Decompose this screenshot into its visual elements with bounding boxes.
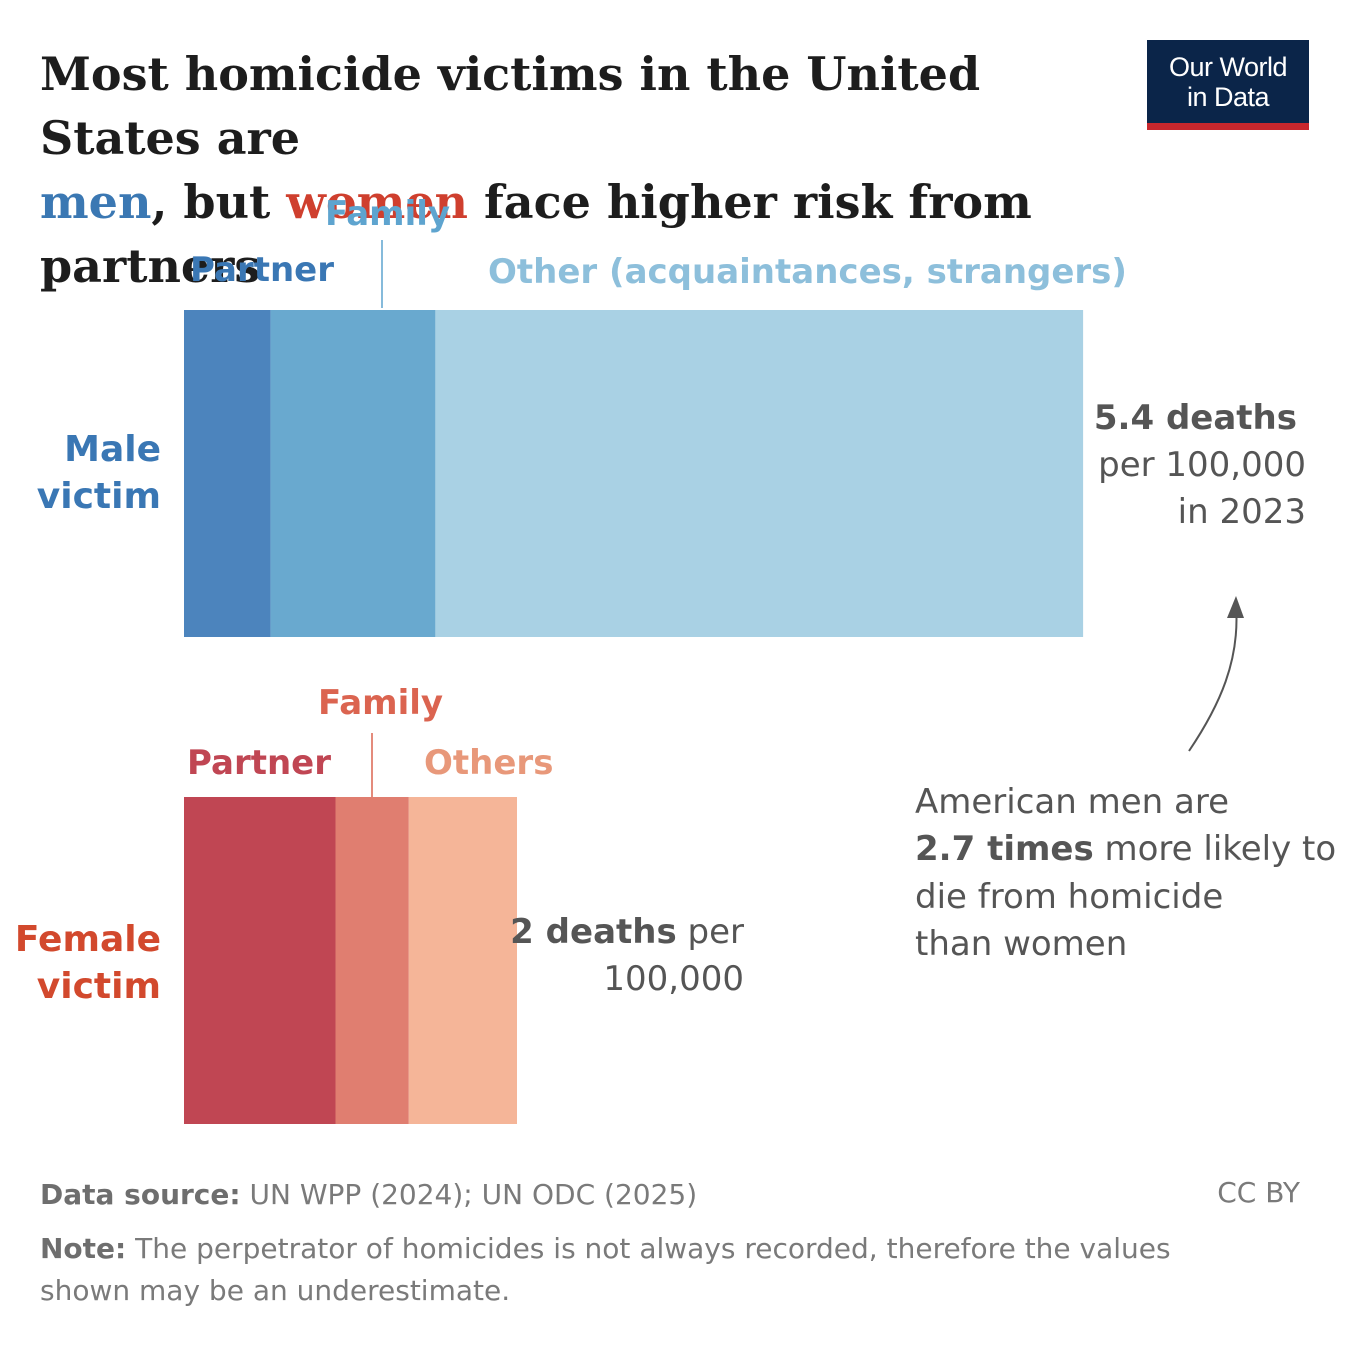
- male-victim-label-line-2: victim: [37, 476, 161, 517]
- annotation-line-4: than women: [915, 924, 1127, 964]
- annotation-arrowhead-icon: [1227, 596, 1244, 618]
- title-line-1: Most homicide victims in the United Stat…: [40, 47, 981, 165]
- male-bar-group: [184, 310, 1084, 637]
- logo-line-2: in Data: [1186, 81, 1270, 112]
- male-total-line-3: in 2023: [1178, 492, 1306, 532]
- annotation-line-3: die from homicide: [915, 877, 1223, 917]
- chart-title: Most homicide victims in the United Stat…: [40, 42, 1140, 298]
- male-family-label: Family: [325, 194, 450, 234]
- female-other-label: Others: [424, 743, 553, 783]
- title-end: face higher risk from partners: [40, 175, 1032, 293]
- data-source: Data source: UN WPP (2024); UN ODC (2025…: [40, 1174, 697, 1216]
- female-bar-segment-other[interactable]: [408, 797, 517, 1124]
- male-total-line-2: per 100,000: [1098, 445, 1306, 485]
- logo-line-1: Our World: [1168, 51, 1288, 82]
- male-bar-segment-partner[interactable]: [184, 310, 271, 637]
- male-total-bold: 5.4 deaths: [1094, 398, 1297, 438]
- annotation-line-1: American men are: [915, 782, 1229, 822]
- male-bar-segment-family[interactable]: [270, 310, 436, 637]
- title-mid: , but: [151, 175, 287, 229]
- female-total-line-2: 100,000: [603, 959, 744, 999]
- female-bar-segment-family[interactable]: [335, 797, 409, 1124]
- female-bar-group: [184, 797, 517, 1124]
- note-text: The perpetrator of homicides is not alwa…: [126, 1232, 1171, 1265]
- male-partner-label: Partner: [190, 250, 334, 290]
- annotation-line-2: 2.7 times more likely to: [915, 829, 1336, 869]
- female-total-line-1: 2 deaths per: [510, 912, 744, 952]
- owid-logo[interactable]: Our World in Data: [1147, 40, 1309, 130]
- title-men: men: [40, 175, 152, 229]
- note-text-2: shown may be an underestimate.: [40, 1274, 511, 1307]
- stacked-bar-chart: Partner Family Other (acquaintances, str…: [15, 194, 1336, 1124]
- female-victim-label-line-1: Female: [15, 919, 161, 960]
- female-total-rest: per: [677, 912, 744, 952]
- male-bar-segment-other[interactable]: [435, 310, 1084, 637]
- annotation-bold: 2.7 times: [915, 829, 1094, 869]
- female-partner-label: Partner: [187, 743, 331, 783]
- female-bar-segment-partner[interactable]: [184, 797, 336, 1124]
- male-victim-label-line-1: Male: [64, 429, 161, 470]
- data-source-label: Data source:: [40, 1178, 241, 1211]
- annotation-line-2-rest: more likely to: [1094, 829, 1336, 869]
- license-link[interactable]: CC BY: [1217, 1176, 1300, 1209]
- data-source-text: UN WPP (2024); UN ODC (2025): [240, 1178, 698, 1211]
- female-total-bold: 2 deaths: [510, 912, 677, 952]
- title-women: women: [286, 175, 468, 229]
- note-label: Note:: [40, 1232, 127, 1265]
- female-victim-label-line-2: victim: [37, 966, 161, 1007]
- footnote: Note: The perpetrator of homicides is no…: [40, 1228, 1310, 1312]
- male-other-label: Other (acquaintances, strangers): [488, 252, 1127, 292]
- female-family-label: Family: [318, 683, 443, 723]
- annotation-arrow: [1188, 605, 1238, 752]
